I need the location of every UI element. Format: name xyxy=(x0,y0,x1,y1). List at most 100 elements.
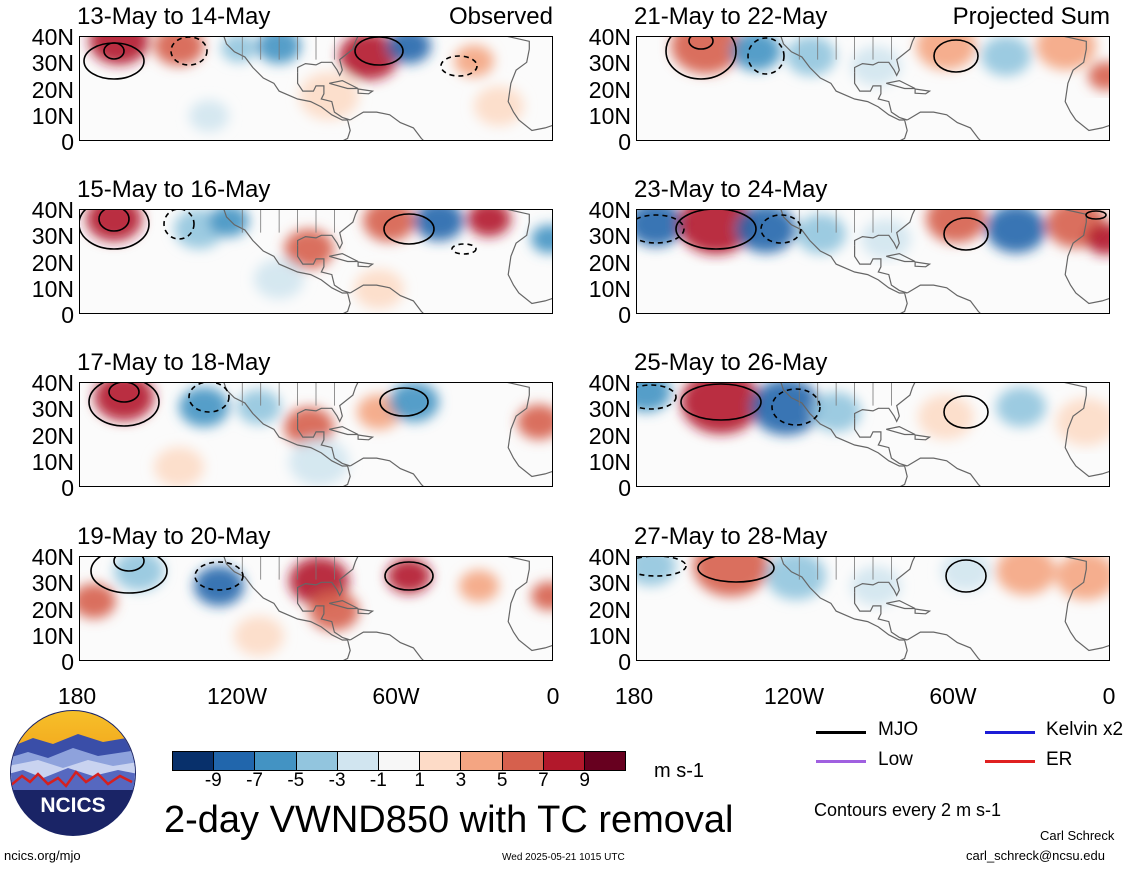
mjo-contour xyxy=(451,243,477,255)
lat-label-right-3-3: 10N xyxy=(588,622,631,649)
coastline xyxy=(349,111,425,141)
anomaly-blob xyxy=(671,36,741,74)
lat-label-right-1-1: 30N xyxy=(588,223,631,250)
coastline xyxy=(906,631,982,661)
colorbar-tick: 3 xyxy=(455,770,467,791)
anomaly-blob xyxy=(731,36,781,71)
lon-label-0-right: 0 xyxy=(1102,683,1116,709)
coastline xyxy=(223,36,351,141)
ncics-logo[interactable]: NCICS xyxy=(8,708,138,838)
vwnd-map-left-1 xyxy=(79,209,553,314)
colorbar-tick: -9 xyxy=(204,770,222,791)
coastline xyxy=(297,418,351,467)
anomaly-blob xyxy=(861,219,911,259)
panel-title-right-3: 27-May to 28-May xyxy=(634,523,828,550)
panel-title-left-3: 19-May to 20-May xyxy=(77,523,271,550)
figure-title: 2-day VWND850 with TC removal xyxy=(164,799,734,841)
coastline xyxy=(223,209,351,314)
anomaly-blob xyxy=(179,387,229,427)
panel-title-left-0: 13-May to 14-May xyxy=(77,3,271,30)
colorbar-cell xyxy=(543,752,585,770)
site-link[interactable]: ncics.org/mjo xyxy=(4,848,81,863)
colorbar-tick: 7 xyxy=(538,770,549,791)
anomaly-blob xyxy=(786,36,836,76)
coastline xyxy=(854,382,916,423)
anomaly-blob xyxy=(234,616,284,656)
colorbar-unit: m s-1 xyxy=(654,760,704,782)
mjo-contour xyxy=(88,382,160,427)
lat-label-left-3-1: 30N xyxy=(31,570,74,597)
mjo-contour xyxy=(933,39,979,73)
anomaly-blob xyxy=(467,209,511,237)
contour-note: Contours every 2 m s-1 xyxy=(814,800,1002,820)
anomaly-blob xyxy=(114,556,164,591)
mjo-contour xyxy=(194,561,244,591)
lon-label-180-left: 180 xyxy=(57,683,97,709)
anomaly-blob xyxy=(916,36,976,70)
anomaly-blob xyxy=(796,214,846,254)
anomaly-blob xyxy=(221,36,257,63)
coastline xyxy=(505,382,553,478)
mjo-contour xyxy=(188,382,230,413)
colorbar-tick: -1 xyxy=(369,770,387,791)
legend-line-er xyxy=(985,760,1035,763)
colorbar-tick: 5 xyxy=(496,770,508,791)
anomaly-blob xyxy=(517,404,553,440)
timestamp: Wed 2025-05-21 1015 UTC xyxy=(502,852,625,863)
coastline xyxy=(906,111,982,141)
lon-label-0-left: 0 xyxy=(546,683,560,709)
anomaly-blob xyxy=(531,581,553,611)
anomaly-blob xyxy=(531,224,553,254)
panel-title-left-1: 15-May to 16-May xyxy=(77,176,271,203)
anomaly-blob xyxy=(414,209,464,241)
anomaly-blob xyxy=(209,209,249,237)
coastline xyxy=(1062,36,1110,132)
coastline xyxy=(1062,382,1110,478)
coastline xyxy=(780,556,908,661)
anomaly-blob xyxy=(474,86,524,126)
lat-label-left-2-1: 30N xyxy=(31,396,74,423)
anomaly-blob xyxy=(1088,61,1110,91)
anomaly-blob xyxy=(363,209,415,242)
legend-label-low: Low xyxy=(878,749,913,770)
coastline xyxy=(886,599,916,610)
mjo-contour xyxy=(384,561,434,591)
mjo-contour xyxy=(103,42,125,60)
mjo-contour xyxy=(108,382,140,403)
lat-label-left-3-3: 10N xyxy=(31,622,74,649)
lat-label-right-3-1: 30N xyxy=(588,570,631,597)
mjo-contour xyxy=(354,36,404,66)
lat-label-right-0-2: 20N xyxy=(588,76,631,103)
coastline xyxy=(349,631,425,661)
coastline xyxy=(854,418,908,467)
legend-label-er: ER xyxy=(1046,749,1073,770)
lat-label-left-1-4: 0 xyxy=(61,302,74,328)
legend-label-kelvin: Kelvin x2 xyxy=(1046,719,1124,740)
coastline xyxy=(886,252,916,263)
coastline xyxy=(357,434,375,441)
coastline xyxy=(854,209,916,250)
lat-label-right-3-0: 40N xyxy=(588,544,631,570)
anomaly-blob xyxy=(459,570,499,602)
anomaly-blob xyxy=(681,382,761,434)
lat-label-right-0-1: 30N xyxy=(588,50,631,77)
lat-label-right-2-2: 20N xyxy=(588,422,631,449)
coastline xyxy=(297,592,351,641)
coastline xyxy=(780,36,908,141)
anomaly-blob xyxy=(1056,398,1110,446)
mjo-contour xyxy=(113,556,145,572)
lat-label-right-1-3: 10N xyxy=(588,275,631,302)
anomaly-blob xyxy=(996,556,1056,595)
anomaly-blob xyxy=(996,387,1046,427)
lat-label-left-3-4: 0 xyxy=(61,649,74,675)
coastline xyxy=(914,434,932,441)
mjo-contour xyxy=(440,55,478,77)
anomaly-blob xyxy=(941,556,991,591)
author-email[interactable]: carl_schreck@ncsu.edu xyxy=(966,848,1105,863)
anomaly-blob xyxy=(1036,36,1096,70)
anomaly-blob xyxy=(851,566,901,606)
vwnd-map-left-0 xyxy=(79,36,553,141)
lon-label-60w-left: 60W xyxy=(372,683,420,709)
anomaly-blob xyxy=(237,389,281,425)
colorbar-cell xyxy=(337,752,379,770)
